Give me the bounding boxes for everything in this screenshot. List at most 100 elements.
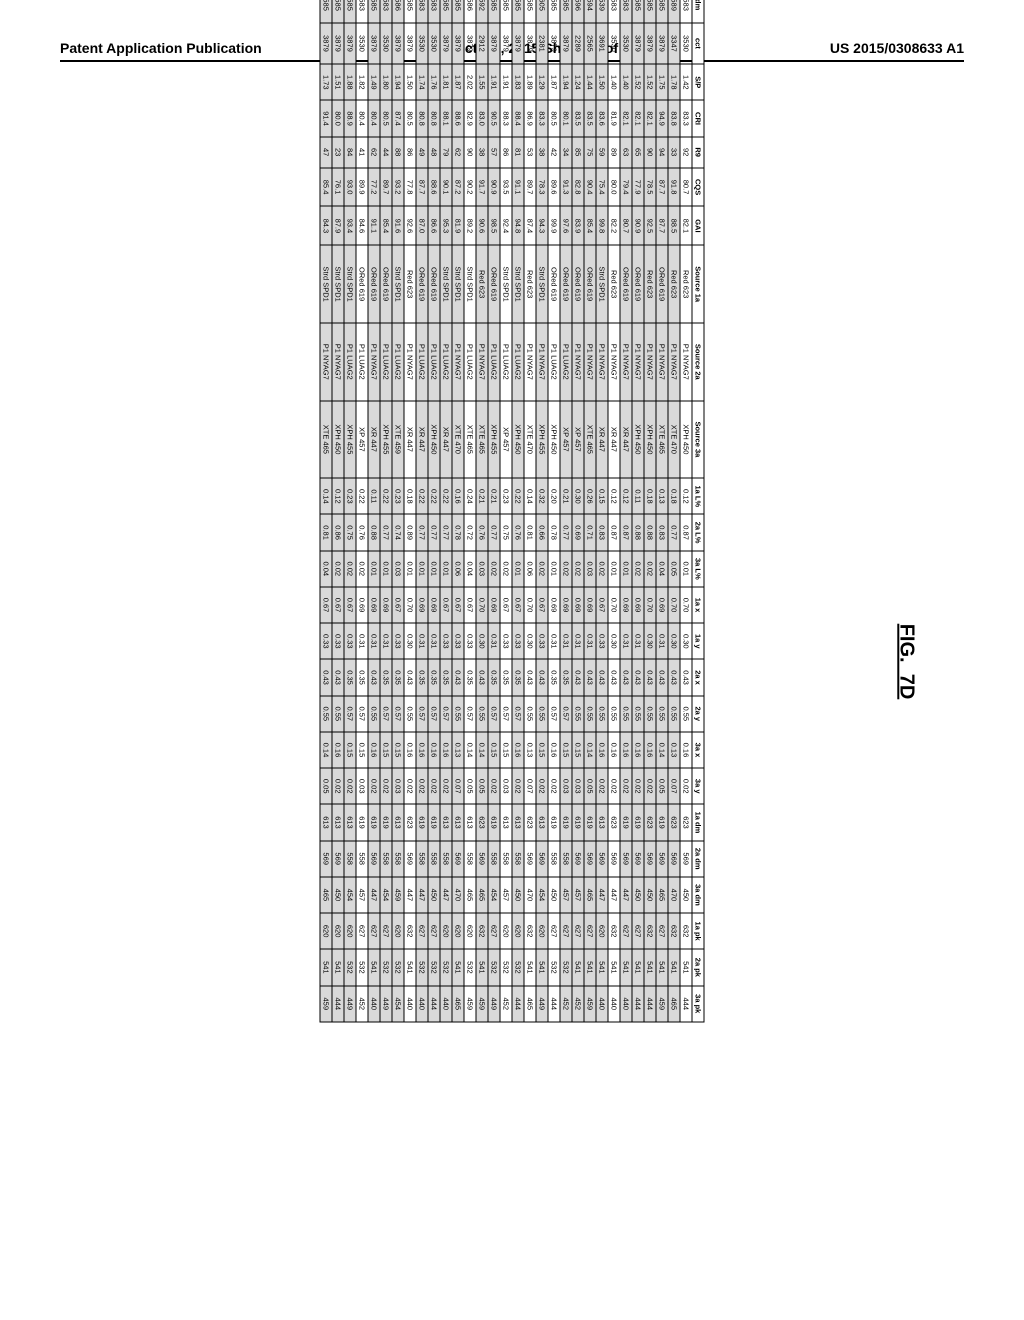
cell: 569 xyxy=(368,841,380,877)
table-row: 1170.380.3658538791.5080.58677.892.6Red … xyxy=(404,0,416,1022)
cell: 0.77 xyxy=(428,514,440,550)
cell: 0.20 xyxy=(548,478,560,514)
cell: 0.03 xyxy=(392,551,404,587)
cell: 532 xyxy=(344,949,356,985)
cell: 0.01 xyxy=(380,551,392,587)
cell: 447 xyxy=(404,877,416,913)
cell: 541 xyxy=(596,949,608,985)
cell: 0.30 xyxy=(608,623,620,659)
cell: 0.57 xyxy=(416,696,428,732)
cell: 0.02 xyxy=(644,551,656,587)
cell: 1.94 xyxy=(560,64,572,100)
cell: 558 xyxy=(356,841,368,877)
cell: 541 xyxy=(656,949,668,985)
cell: ORed 619 xyxy=(356,245,368,323)
cell: 613 xyxy=(464,804,476,840)
cell: 619 xyxy=(548,804,560,840)
cell: 85.4 xyxy=(380,206,392,245)
cell: 465 xyxy=(320,877,332,913)
cell: 0.13 xyxy=(524,732,536,768)
cell: 613 xyxy=(596,804,608,840)
cell: P1 LUAG2 xyxy=(548,323,560,401)
cell: 0.16 xyxy=(404,732,416,768)
col-header: Source 3a xyxy=(692,401,704,479)
cell: 0.33 xyxy=(596,623,608,659)
cell: 1.91 xyxy=(488,64,500,100)
cell: 569 xyxy=(620,841,632,877)
cell: 89.7 xyxy=(380,168,392,207)
cell: 86 xyxy=(500,137,512,168)
cell: 0.55 xyxy=(572,696,584,732)
cell: 450 xyxy=(428,877,440,913)
table-row: 1050.380.3658538791.8780.54289.699.9ORed… xyxy=(548,0,560,1022)
cell: 0.69 xyxy=(488,587,500,623)
cell: 459 xyxy=(584,986,596,1023)
table-row: 1080.380.3658538791.8388.48191.194.8Strd… xyxy=(512,0,524,1022)
cell: 0.35 xyxy=(416,659,428,695)
table-row: 1000.400.3658335301.4081.98980.082.2Red … xyxy=(608,0,620,1022)
cell: 90 xyxy=(464,137,476,168)
cell: 569 xyxy=(476,841,488,877)
cell: P1 NYAG7 xyxy=(608,323,620,401)
cell: Red 623 xyxy=(644,245,656,323)
cell: 459 xyxy=(656,986,668,1023)
cell: 90.2 xyxy=(464,168,476,207)
cell: 447 xyxy=(440,877,452,913)
cell: 3530 xyxy=(380,23,392,64)
data-table-wrap: #xydmcctS/PCRIR9CQSGAISource 1aSource 2a… xyxy=(320,0,705,1023)
cell: 3879 xyxy=(488,23,500,64)
cell: 76.1 xyxy=(332,168,344,207)
cell: 0.02 xyxy=(500,551,512,587)
cell: 0.75 xyxy=(500,514,512,550)
cell: 85.4 xyxy=(320,168,332,207)
cell: 80.0 xyxy=(332,100,344,136)
cell: 91.8 xyxy=(668,168,680,207)
cell: 585 xyxy=(452,0,464,23)
cell: 87.4 xyxy=(524,206,536,245)
cell: 0.57 xyxy=(380,696,392,732)
cell: ORed 619 xyxy=(428,245,440,323)
cell: 619 xyxy=(380,804,392,840)
cell: XR 447 xyxy=(620,401,632,479)
cell: 0.70 xyxy=(668,587,680,623)
cell: 447 xyxy=(608,877,620,913)
col-header: 2a x xyxy=(692,659,704,695)
cell: P1 NYAG7 xyxy=(644,323,656,401)
cell: XP 457 xyxy=(560,401,572,479)
col-header: 1a pk xyxy=(692,913,704,949)
cell: 87.4 xyxy=(392,100,404,136)
cell: 0.43 xyxy=(572,659,584,695)
cell: 620 xyxy=(512,913,524,949)
cell: 0.14 xyxy=(464,732,476,768)
cell: 0.03 xyxy=(560,768,572,804)
cell: 0.67 xyxy=(596,587,608,623)
cell: XTE 465 xyxy=(584,401,596,479)
cell: 87.7 xyxy=(656,168,668,207)
cell: 623 xyxy=(644,804,656,840)
cell: 0.22 xyxy=(440,478,452,514)
cell: 0.15 xyxy=(536,732,548,768)
cell: 82.1 xyxy=(680,206,692,245)
cell: XPH 455 xyxy=(536,401,548,479)
cell: 0.02 xyxy=(488,551,500,587)
cell: 0.67 xyxy=(392,587,404,623)
cell: XP 457 xyxy=(356,401,368,479)
table-row: 1090.380.3658538791.9188.38693.592.4Strd… xyxy=(500,0,512,1022)
cell: 0.35 xyxy=(500,659,512,695)
cell: 0.55 xyxy=(620,696,632,732)
cell: 592 xyxy=(476,0,488,23)
cell: 0.01 xyxy=(416,551,428,587)
cell: 0.01 xyxy=(608,551,620,587)
cell: 0.21 xyxy=(476,478,488,514)
cell: 605 xyxy=(536,0,548,23)
cell: 87.7 xyxy=(656,206,668,245)
cell: 0.76 xyxy=(476,514,488,550)
cell: Red 623 xyxy=(668,245,680,323)
cell: 454 xyxy=(380,877,392,913)
cell: 0.67 xyxy=(464,587,476,623)
cell: XR 447 xyxy=(440,401,452,479)
cell: 0.43 xyxy=(644,659,656,695)
cell: 0.31 xyxy=(584,623,596,659)
table-row: 1060.440.3460523811.2983.33878.394.3Strd… xyxy=(536,0,548,1022)
cell: 0.15 xyxy=(572,732,584,768)
